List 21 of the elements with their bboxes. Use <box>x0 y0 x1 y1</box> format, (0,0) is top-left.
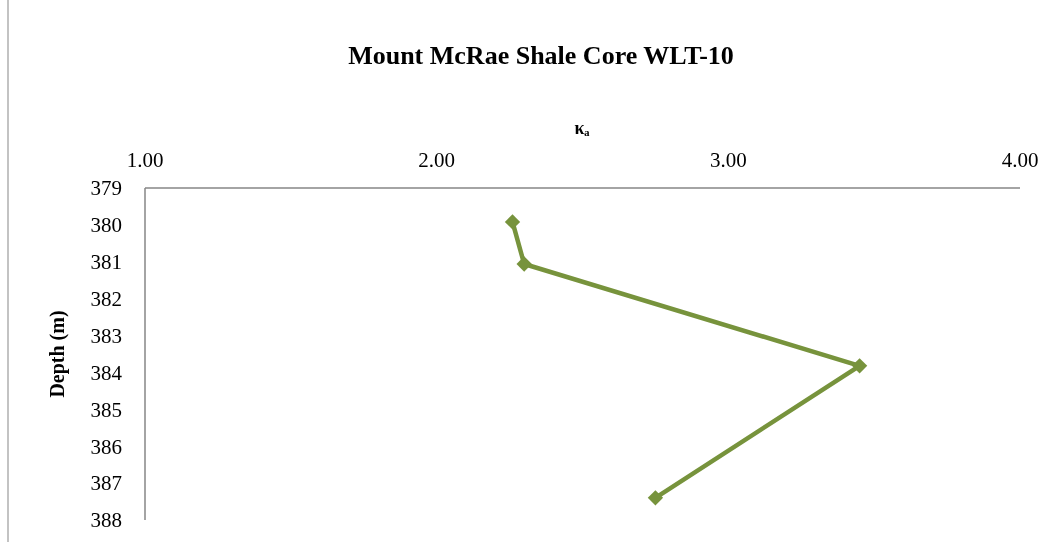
y-tick-label: 387 <box>90 471 122 496</box>
x-tick-label: 1.00 <box>126 148 164 172</box>
y-tick-label: 385 <box>90 397 122 422</box>
x-tick-label: 3.00 <box>709 148 747 172</box>
chart-title: Mount McRae Shale Core WLT-10 <box>348 41 734 70</box>
y-axis-title: Depth (m) <box>46 310 69 398</box>
point <box>516 256 532 272</box>
y-tick-label: 382 <box>90 287 122 312</box>
point <box>851 358 868 374</box>
point <box>647 490 664 506</box>
point <box>504 214 521 230</box>
y-tick-label: 379 <box>90 176 122 201</box>
y-tick-label: 383 <box>90 323 122 348</box>
y-tick-label: 384 <box>90 360 123 385</box>
x-tick-label: 4.00 <box>1001 148 1039 172</box>
y-tick-label: 381 <box>90 250 122 275</box>
y-tick-label: 388 <box>90 508 122 533</box>
x-tick-label: 2.00 <box>418 148 456 172</box>
y-tick-label: 380 <box>90 213 122 238</box>
y-tick-label: 386 <box>90 434 122 459</box>
x-axis-title: κₐ <box>574 118 591 138</box>
